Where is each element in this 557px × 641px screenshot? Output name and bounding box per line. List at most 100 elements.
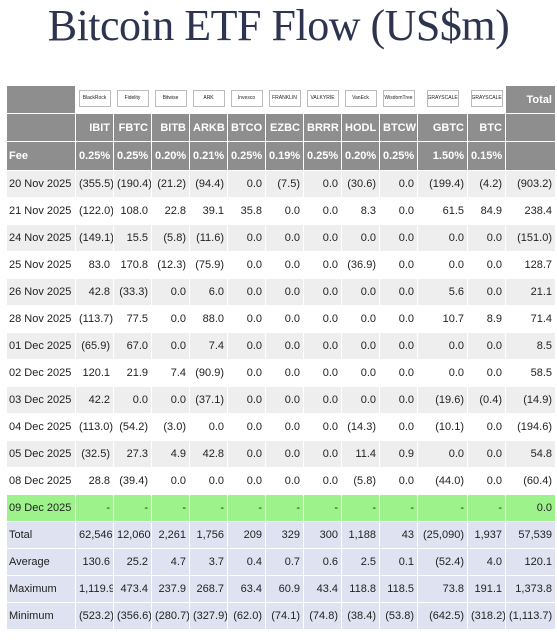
- issuer-logo-cell: BlackRock: [75, 85, 114, 114]
- flow-cell: 73.8: [417, 575, 468, 603]
- table-row: 25 Nov 2025 83.0 170.8 (12.3) (75.9) 0.0 0.0 0.…: [6, 251, 556, 279]
- flow-cell: 0.7: [265, 548, 304, 576]
- pending-row: 09 Dec 2025- - - - - - - - - - -0.0: [6, 494, 556, 522]
- flow-cell: (113.7): [75, 305, 114, 333]
- row-total-cell: (194.6): [505, 413, 556, 441]
- row-label: 24 Nov 2025: [6, 224, 76, 252]
- flow-cell: (280.7): [151, 602, 190, 630]
- flow-cell: (38.4): [341, 602, 380, 630]
- row-label: 20 Nov 2025: [6, 170, 76, 198]
- grayscale-logo-icon: GRAYSCALE: [470, 89, 503, 107]
- flow-cell: (25,090): [417, 521, 468, 549]
- table-row: 20 Nov 2025 (355.5) (190.4) (21.2) (94.4) 0.0…: [6, 170, 556, 198]
- flow-cell: (14.3): [341, 413, 380, 441]
- flow-cell: -: [265, 494, 304, 522]
- flow-cell: 0.0: [379, 332, 418, 360]
- table-row: 21 Nov 2025 (122.0) 108.0 22.8 39.1 35.8 0.0 0.…: [6, 197, 556, 225]
- flow-cell: (3.0): [151, 413, 190, 441]
- fee-cell: 0.25%: [303, 141, 342, 171]
- flow-cell: 0.0: [379, 386, 418, 414]
- table-row: 08 Dec 2025 28.8 (39.4) 0.0 0.0 0.0 0.0 0.0 (5.8…: [6, 467, 556, 495]
- ticker-header-cell: BTC: [467, 113, 506, 142]
- row-total-cell: 54.8: [505, 440, 556, 468]
- flow-cell: 42.8: [189, 440, 228, 468]
- flow-cell: 0.0: [467, 224, 506, 252]
- flow-cell: 0.0: [379, 224, 418, 252]
- row-total-cell: 128.7: [505, 251, 556, 279]
- vaneck-logo-icon: VanEck: [344, 89, 377, 107]
- ticker-corner-cell: [6, 113, 76, 142]
- flow-cell: (122.0): [75, 197, 114, 225]
- flow-cell: -: [227, 494, 266, 522]
- flow-cell: 0.0: [227, 386, 266, 414]
- issuer-logo-cell: VALKYRIE: [303, 85, 342, 114]
- flow-cell: 118.8: [341, 575, 380, 603]
- flow-cell: 0.0: [265, 251, 304, 279]
- flow-cell: 0.0: [467, 278, 506, 306]
- flow-cell: 8.9: [467, 305, 506, 333]
- flow-cell: 21.9: [113, 359, 152, 387]
- flow-cell: 11.4: [341, 440, 380, 468]
- issuer-logo-cell: GRAYSCALE: [417, 85, 468, 114]
- flow-cell: 0.0: [303, 224, 342, 252]
- flow-cell: 1,119.9: [75, 575, 114, 603]
- page-title: Bitcoin ETF Flow (US$m): [47, 1, 510, 50]
- issuer-logo-cell: Bitwise: [151, 85, 190, 114]
- flow-cell: 67.0: [113, 332, 152, 360]
- flow-cell: 62,546: [75, 521, 114, 549]
- flow-cell: 0.0: [303, 359, 342, 387]
- flow-cell: 0.0: [189, 467, 228, 495]
- grayscale-logo-icon: GRAYSCALE: [426, 89, 459, 107]
- flow-cell: 118.5: [379, 575, 418, 603]
- flow-cell: 22.8: [151, 197, 190, 225]
- flow-cell: (190.4): [113, 170, 152, 198]
- flow-cell: (33.3): [113, 278, 152, 306]
- flow-cell: 4.9: [151, 440, 190, 468]
- flow-cell: (94.4): [189, 170, 228, 198]
- flow-cell: 0.0: [341, 386, 380, 414]
- flow-cell: 0.0: [227, 440, 266, 468]
- flow-cell: 6.0: [189, 278, 228, 306]
- flow-cell: 0.0: [341, 224, 380, 252]
- flow-cell: -: [113, 494, 152, 522]
- flow-cell: 0.0: [379, 413, 418, 441]
- flow-cell: (74.8): [303, 602, 342, 630]
- flow-cell: 0.0: [227, 278, 266, 306]
- flow-cell: 27.3: [113, 440, 152, 468]
- ticker-header-cell: BTCO: [227, 113, 266, 142]
- flow-cell: -: [379, 494, 418, 522]
- flow-cell: 4.0: [467, 548, 506, 576]
- flow-cell: 0.0: [265, 332, 304, 360]
- flow-cell: 0.0: [265, 278, 304, 306]
- row-label: Maximum: [6, 575, 76, 603]
- flow-cell: 0.0: [417, 359, 468, 387]
- issuer-logo-cell: GRAYSCALE: [467, 85, 506, 114]
- table-row: 03 Dec 2025 42.2 0.0 0.0 (37.1) 0.0 0.0 0.0 0.0 0…: [6, 386, 556, 414]
- row-total-cell: (151.0): [505, 224, 556, 252]
- flow-cell: 88.0: [189, 305, 228, 333]
- fee-row: Fee 0.25% 0.25% 0.20% 0.21% 0.25% 0.19% 0.25% 0.…: [6, 141, 556, 171]
- row-total-cell: 238.4: [505, 197, 556, 225]
- flow-cell: (39.4): [113, 467, 152, 495]
- flow-cell: 83.0: [75, 251, 114, 279]
- flow-cell: (11.6): [189, 224, 228, 252]
- row-label: 01 Dec 2025: [6, 332, 76, 360]
- flow-cell: 0.0: [227, 332, 266, 360]
- flow-cell: 0.0: [417, 251, 468, 279]
- flow-cell: -: [341, 494, 380, 522]
- flow-cell: 42.8: [75, 278, 114, 306]
- table-row: 04 Dec 2025 (113.0) (54.2) (3.0) 0.0 0.0 0.0 0.…: [6, 413, 556, 441]
- stat-row-total: Total 62,546 12,060 2,261 1,756 209 329 300 1,18…: [6, 521, 556, 549]
- flow-cell: 0.0: [341, 305, 380, 333]
- flow-cell: 43: [379, 521, 418, 549]
- flow-cell: 0.0: [227, 359, 266, 387]
- flow-cell: 0.1: [379, 548, 418, 576]
- flow-cell: (75.9): [189, 251, 228, 279]
- row-label: Average: [6, 548, 76, 576]
- flow-cell: 0.0: [227, 224, 266, 252]
- flow-cell: 0.0: [379, 278, 418, 306]
- flow-cell: 0.0: [303, 467, 342, 495]
- flow-cell: 0.0: [379, 251, 418, 279]
- ticker-header-cell: BRRR: [303, 113, 342, 142]
- fee-cell: 0.21%: [189, 141, 228, 171]
